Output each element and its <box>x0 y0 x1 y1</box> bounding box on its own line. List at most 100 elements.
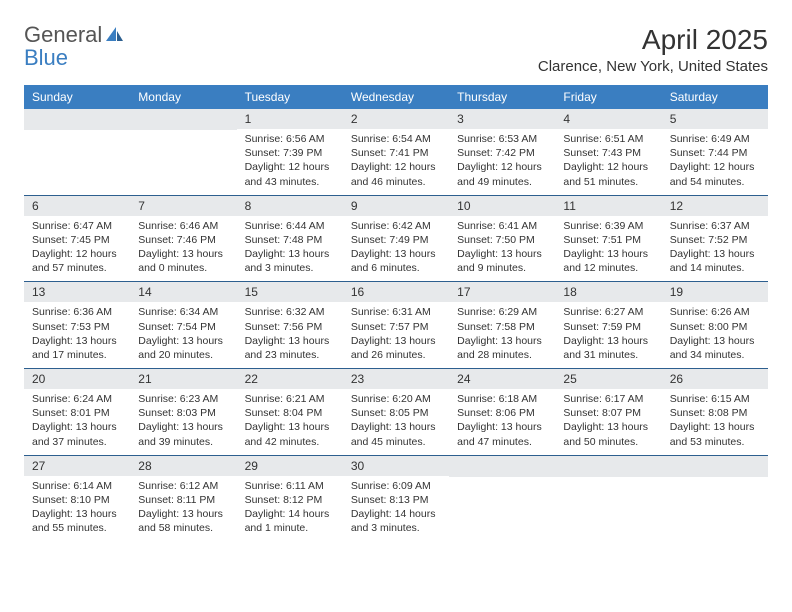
day-number: 20 <box>24 369 130 389</box>
sunrise-text: Sunrise: 6:49 AM <box>670 132 760 146</box>
day-detail: Sunrise: 6:21 AMSunset: 8:04 PMDaylight:… <box>237 389 343 455</box>
sunset-text: Sunset: 8:06 PM <box>457 406 547 420</box>
sunrise-text: Sunrise: 6:11 AM <box>245 479 335 493</box>
sunset-text: Sunset: 7:45 PM <box>32 233 122 247</box>
sunset-text: Sunset: 7:39 PM <box>245 146 335 160</box>
logo-word-2: Blue <box>24 45 68 70</box>
day-detail: Sunrise: 6:18 AMSunset: 8:06 PMDaylight:… <box>449 389 555 455</box>
logo-text: General Blue <box>24 24 124 69</box>
sunrise-text: Sunrise: 6:41 AM <box>457 219 547 233</box>
day-detail: Sunrise: 6:24 AMSunset: 8:01 PMDaylight:… <box>24 389 130 455</box>
day-number: 28 <box>130 456 236 476</box>
sunset-text: Sunset: 7:50 PM <box>457 233 547 247</box>
day-detail: Sunrise: 6:47 AMSunset: 7:45 PMDaylight:… <box>24 216 130 282</box>
sunrise-text: Sunrise: 6:34 AM <box>138 305 228 319</box>
sunset-text: Sunset: 7:46 PM <box>138 233 228 247</box>
day-cell: 8Sunrise: 6:44 AMSunset: 7:48 PMDaylight… <box>237 196 343 282</box>
day-number: 16 <box>343 282 449 302</box>
sunrise-text: Sunrise: 6:26 AM <box>670 305 760 319</box>
weekday-thu: Thursday <box>449 85 555 109</box>
day-cell: 15Sunrise: 6:32 AMSunset: 7:56 PMDayligh… <box>237 282 343 368</box>
sunrise-text: Sunrise: 6:23 AM <box>138 392 228 406</box>
weekday-tue: Tuesday <box>237 85 343 109</box>
day-cell: 29Sunrise: 6:11 AMSunset: 8:12 PMDayligh… <box>237 456 343 542</box>
day-cell: 22Sunrise: 6:21 AMSunset: 8:04 PMDayligh… <box>237 369 343 455</box>
day-number: 30 <box>343 456 449 476</box>
sunset-text: Sunset: 7:51 PM <box>563 233 653 247</box>
sunset-text: Sunset: 7:44 PM <box>670 146 760 160</box>
sunrise-text: Sunrise: 6:29 AM <box>457 305 547 319</box>
day-cell: 14Sunrise: 6:34 AMSunset: 7:54 PMDayligh… <box>130 282 236 368</box>
day-number: 11 <box>555 196 661 216</box>
sunrise-text: Sunrise: 6:20 AM <box>351 392 441 406</box>
sunset-text: Sunset: 8:08 PM <box>670 406 760 420</box>
daylight-text: Daylight: 12 hours and 49 minutes. <box>457 160 547 188</box>
day-number: 6 <box>24 196 130 216</box>
day-detail: Sunrise: 6:51 AMSunset: 7:43 PMDaylight:… <box>555 129 661 195</box>
sunset-text: Sunset: 8:01 PM <box>32 406 122 420</box>
day-number: 21 <box>130 369 236 389</box>
day-cell: 18Sunrise: 6:27 AMSunset: 7:59 PMDayligh… <box>555 282 661 368</box>
sunset-text: Sunset: 8:07 PM <box>563 406 653 420</box>
daylight-text: Daylight: 14 hours and 3 minutes. <box>351 507 441 535</box>
day-cell: 20Sunrise: 6:24 AMSunset: 8:01 PMDayligh… <box>24 369 130 455</box>
sunset-text: Sunset: 8:05 PM <box>351 406 441 420</box>
sunrise-text: Sunrise: 6:46 AM <box>138 219 228 233</box>
day-number: 12 <box>662 196 768 216</box>
daylight-text: Daylight: 13 hours and 20 minutes. <box>138 334 228 362</box>
day-detail: Sunrise: 6:54 AMSunset: 7:41 PMDaylight:… <box>343 129 449 195</box>
sunset-text: Sunset: 8:13 PM <box>351 493 441 507</box>
day-number: 29 <box>237 456 343 476</box>
sunrise-text: Sunrise: 6:27 AM <box>563 305 653 319</box>
day-cell: 7Sunrise: 6:46 AMSunset: 7:46 PMDaylight… <box>130 196 236 282</box>
day-number: 26 <box>662 369 768 389</box>
day-cell: 19Sunrise: 6:26 AMSunset: 8:00 PMDayligh… <box>662 282 768 368</box>
day-detail: Sunrise: 6:27 AMSunset: 7:59 PMDaylight:… <box>555 302 661 368</box>
empty-day <box>555 456 661 477</box>
sunrise-text: Sunrise: 6:24 AM <box>32 392 122 406</box>
day-cell: 13Sunrise: 6:36 AMSunset: 7:53 PMDayligh… <box>24 282 130 368</box>
daylight-text: Daylight: 13 hours and 12 minutes. <box>563 247 653 275</box>
day-cell <box>662 456 768 542</box>
daylight-text: Daylight: 13 hours and 6 minutes. <box>351 247 441 275</box>
weeks-container: 1Sunrise: 6:56 AMSunset: 7:39 PMDaylight… <box>24 109 768 541</box>
weekday-wed: Wednesday <box>343 85 449 109</box>
week-row: 13Sunrise: 6:36 AMSunset: 7:53 PMDayligh… <box>24 282 768 369</box>
daylight-text: Daylight: 13 hours and 37 minutes. <box>32 420 122 448</box>
day-detail: Sunrise: 6:15 AMSunset: 8:08 PMDaylight:… <box>662 389 768 455</box>
week-row: 20Sunrise: 6:24 AMSunset: 8:01 PMDayligh… <box>24 369 768 456</box>
day-number: 8 <box>237 196 343 216</box>
sunset-text: Sunset: 8:10 PM <box>32 493 122 507</box>
sunset-text: Sunset: 8:00 PM <box>670 320 760 334</box>
sunset-text: Sunset: 7:58 PM <box>457 320 547 334</box>
day-cell <box>24 109 130 195</box>
sunrise-text: Sunrise: 6:47 AM <box>32 219 122 233</box>
sunset-text: Sunset: 7:42 PM <box>457 146 547 160</box>
sunrise-text: Sunrise: 6:14 AM <box>32 479 122 493</box>
day-cell: 2Sunrise: 6:54 AMSunset: 7:41 PMDaylight… <box>343 109 449 195</box>
daylight-text: Daylight: 13 hours and 31 minutes. <box>563 334 653 362</box>
day-cell: 12Sunrise: 6:37 AMSunset: 7:52 PMDayligh… <box>662 196 768 282</box>
sail-icon <box>104 25 124 47</box>
day-number: 7 <box>130 196 236 216</box>
header: General Blue April 2025 Clarence, New Yo… <box>0 0 792 79</box>
day-detail: Sunrise: 6:46 AMSunset: 7:46 PMDaylight:… <box>130 216 236 282</box>
day-number: 14 <box>130 282 236 302</box>
weekday-header: Sunday Monday Tuesday Wednesday Thursday… <box>24 85 768 109</box>
weekday-fri: Friday <box>555 85 661 109</box>
day-number: 10 <box>449 196 555 216</box>
day-detail: Sunrise: 6:26 AMSunset: 8:00 PMDaylight:… <box>662 302 768 368</box>
sunrise-text: Sunrise: 6:12 AM <box>138 479 228 493</box>
day-cell: 24Sunrise: 6:18 AMSunset: 8:06 PMDayligh… <box>449 369 555 455</box>
daylight-text: Daylight: 13 hours and 34 minutes. <box>670 334 760 362</box>
day-detail: Sunrise: 6:31 AMSunset: 7:57 PMDaylight:… <box>343 302 449 368</box>
day-number: 1 <box>237 109 343 129</box>
day-cell: 1Sunrise: 6:56 AMSunset: 7:39 PMDaylight… <box>237 109 343 195</box>
sunset-text: Sunset: 7:48 PM <box>245 233 335 247</box>
weekday-sun: Sunday <box>24 85 130 109</box>
day-number: 5 <box>662 109 768 129</box>
day-cell: 23Sunrise: 6:20 AMSunset: 8:05 PMDayligh… <box>343 369 449 455</box>
daylight-text: Daylight: 13 hours and 28 minutes. <box>457 334 547 362</box>
sunset-text: Sunset: 7:56 PM <box>245 320 335 334</box>
sunrise-text: Sunrise: 6:54 AM <box>351 132 441 146</box>
